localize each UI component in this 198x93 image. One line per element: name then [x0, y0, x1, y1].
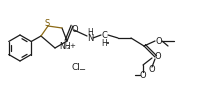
Text: S: S [44, 19, 50, 28]
Text: C: C [101, 31, 107, 40]
Text: NH: NH [59, 41, 70, 50]
Text: O: O [155, 52, 161, 61]
Text: O: O [156, 36, 162, 45]
Text: 2: 2 [67, 45, 70, 50]
Text: O: O [140, 70, 146, 80]
Text: −: − [78, 65, 85, 74]
Text: H: H [101, 39, 107, 48]
Text: H: H [87, 28, 93, 36]
Text: N: N [87, 33, 93, 43]
Text: O: O [149, 65, 155, 74]
Text: +: + [69, 43, 75, 49]
Text: •: • [106, 41, 109, 47]
Text: Cl: Cl [71, 62, 80, 72]
Text: O: O [72, 24, 78, 33]
